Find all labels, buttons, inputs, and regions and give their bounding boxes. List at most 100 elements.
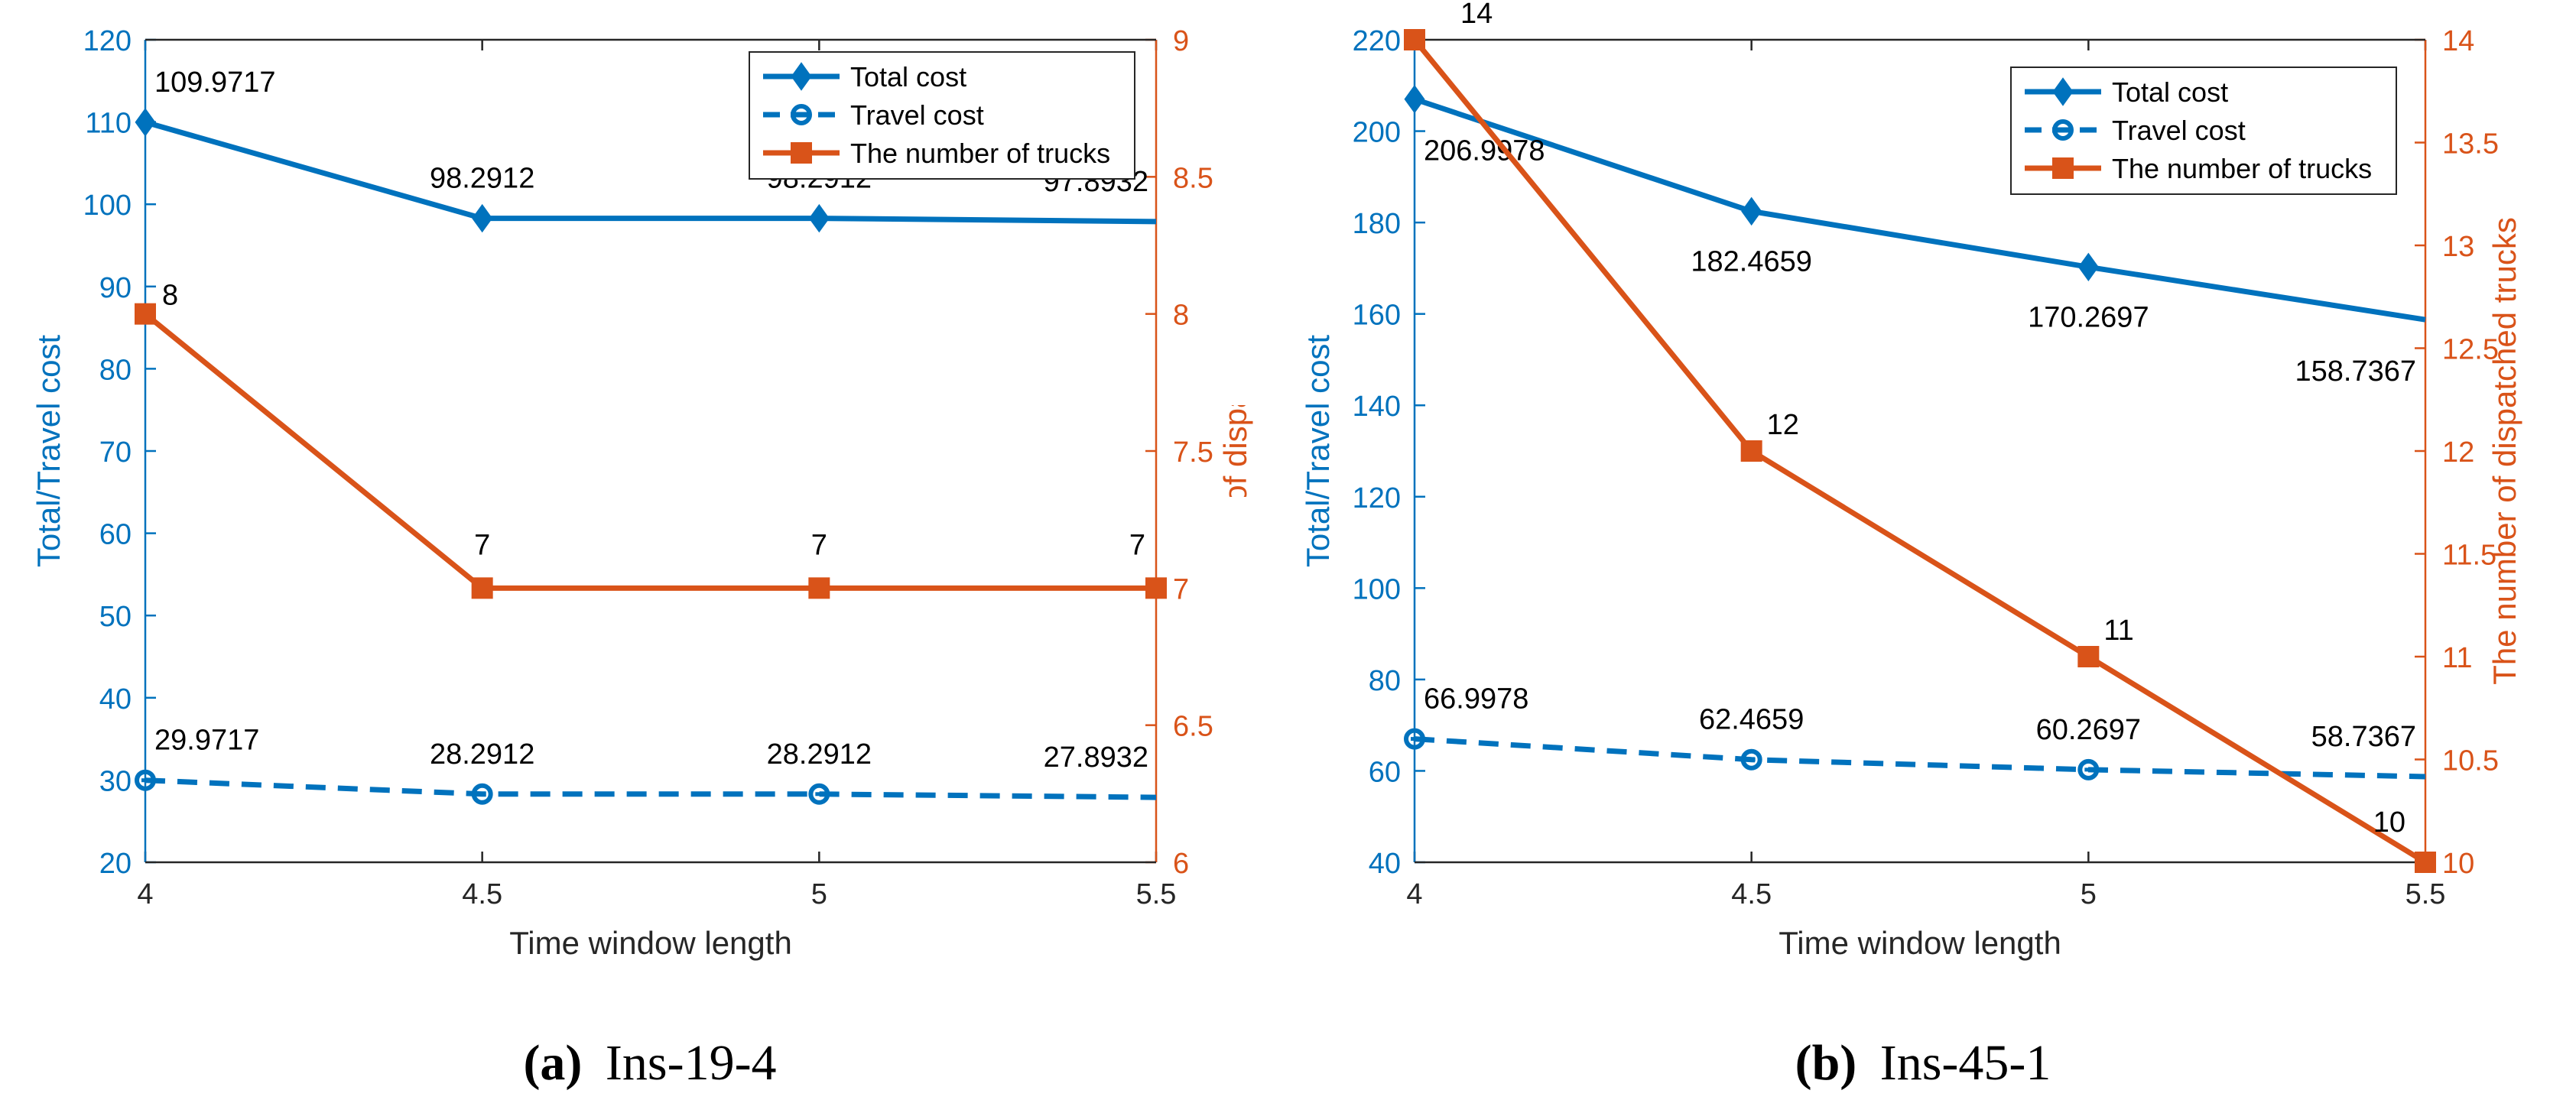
panel-a-data-label-2-0: 8 [162, 280, 178, 312]
panel-a-ytick-left-label: 20 [99, 848, 132, 880]
panel-a-data-label-1-2: 28.2912 [767, 738, 872, 771]
panel-a-point-0-2 [808, 203, 830, 233]
panel-b-legend-marker-0 [2052, 77, 2074, 106]
panel-a-series-square [135, 303, 1167, 599]
panel-b-ytick-left-label: 40 [1369, 848, 1401, 880]
panel-a-series-line-1 [145, 777, 1157, 800]
panel-a-xlabel: Time window length [509, 925, 792, 961]
panel-b-data-label-2-3: 10 [2373, 806, 2405, 839]
panel-a-xtick-label: 5.5 [1136, 878, 1177, 910]
panel-b-legend-label-0: Total cost [2112, 76, 2228, 108]
caption-b-letter: (b) [1795, 1035, 1857, 1091]
panel-b-ytick-right-label: 12.5 [2442, 334, 2499, 366]
panel-b-xtick-label: 4 [1406, 878, 1422, 910]
panel-b-point-1-1-ring [1740, 748, 1762, 771]
panel-b-series-line-1 [1414, 736, 2426, 780]
caption-a-text: Ins-19-4 [606, 1035, 777, 1091]
panel-a-ytick-left-label: 70 [99, 436, 132, 469]
panel-a-data-label-2-2: 7 [811, 529, 827, 561]
panel-a-ytick-left-label: 40 [99, 683, 132, 716]
panel-b-legend-marker-1-ring [2052, 119, 2074, 141]
panel-b-data-label-2-0: 14 [1460, 0, 1493, 30]
panel-b-ytick-right-label: 12 [2442, 436, 2474, 469]
panel-a-point-2-1 [471, 577, 493, 599]
chart-panel-a: 4 4.5 5 5.5 Time window length 20 30 40 50 60 70 80… [31, 25, 1253, 961]
panel-b-point-2-0 [1404, 29, 1425, 50]
panel-b-data-label-1-2: 60.2697 [2036, 714, 2141, 746]
panel-b-ytick-right-label: 14 [2442, 25, 2474, 57]
panel-b-ytick-left-label: 180 [1353, 208, 1401, 240]
panel-b-point-1-0 [1404, 728, 1425, 750]
panel-a-point-2-3 [1145, 577, 1167, 599]
panel-b-point-1-2-ring [2077, 758, 2100, 780]
panel-b-ytick-right-label: 13.5 [2442, 128, 2499, 161]
panel-b-data-label-0-0: 206.9978 [1424, 135, 1545, 167]
panel-b-ylabel-left: Total/Travel cost [1300, 335, 1336, 568]
panel-b-legend: Total cost Travel cost The number of truck… [2010, 67, 2397, 195]
panel-b-legend-marker-2 [2052, 157, 2074, 179]
panel-b-ytick-left-label: 140 [1353, 391, 1401, 423]
panel-b-legend-box [2010, 67, 2397, 195]
panel-a-series-circle [135, 769, 1157, 805]
panel-a-ytick-left-label: 90 [99, 272, 132, 304]
panel-a-point-1-0-ring [135, 769, 156, 791]
panel-b-ytick-left-label: 60 [1369, 756, 1401, 788]
panel-a-legend-marker-1-ring [791, 104, 812, 125]
panel-a-data-label-1-1: 28.2912 [430, 738, 534, 771]
panel-a-series-line-0 [145, 119, 1157, 225]
panel-a-data-label-1-0: 29.9717 [154, 725, 259, 757]
panel-b-ytick-right-label: 13 [2442, 231, 2474, 263]
panel-b-xlabel: Time window length [1779, 925, 2061, 961]
panel-a-ytick-left-label: 110 [85, 108, 132, 140]
panel-b-point-0-2 [2077, 252, 2099, 281]
panel-b-series-diamond [1404, 85, 2426, 323]
panel-b-ytick-left-label: 80 [1369, 665, 1401, 697]
panel-b-point-1-1 [1740, 748, 1762, 771]
panel-b-ytick-right-label: 10.5 [2442, 745, 2499, 777]
panel-a-ytick-right-label: 7 [1173, 573, 1189, 605]
panel-b-legend-marker-1 [2052, 119, 2074, 141]
panel-a-point-2-0 [135, 303, 156, 325]
panel-a-ytick-right-label: 6 [1173, 848, 1189, 880]
panel-b-point-2-2 [2077, 646, 2100, 667]
panel-a-ytick-left-label: 50 [99, 601, 132, 633]
panel-b-data-label-2-1: 12 [1767, 409, 1799, 441]
panel-a-data-label-0-0: 109.9717 [154, 67, 276, 99]
panel-a-legend-box [749, 51, 1135, 180]
panel-a-legend-label-2: The number of trucks [850, 138, 1110, 169]
panel-a-series-line-2 [143, 311, 1156, 591]
panel-b-point-2-3 [2415, 852, 2436, 873]
panel-a-ytick-left-label: 100 [83, 190, 132, 222]
panel-a-data-label-2-3: 7 [1129, 529, 1145, 561]
panel-b-series-line-2 [1412, 37, 2427, 865]
panel-b-xtick-label: 5 [2081, 878, 2097, 910]
panel-b-data-label-1-3: 58.7367 [2311, 721, 2416, 753]
panel-b-ytick-right-label: 10 [2442, 848, 2474, 880]
chart-panel-b: 4 4.5 5 5.5 Time window length 40 60 80 100 120 14… [1300, 0, 2522, 961]
panel-a-ytick-right-label: 6.5 [1173, 711, 1213, 743]
panel-b-point-1-2 [2077, 758, 2100, 780]
panel-b-point-0-0 [1404, 85, 1425, 114]
panel-a-ylabel-right: The number of dispatched trucks [1217, 217, 1253, 685]
panel-b-data-label-1-0: 66.9978 [1424, 683, 1528, 716]
caption-a-letter: (a) [523, 1035, 582, 1091]
panel-a-ytick-left-label: 60 [99, 519, 132, 551]
panel-a-point-1-2-ring [808, 783, 830, 805]
panel-a-data-label-2-1: 7 [474, 529, 490, 561]
panel-a-point-1-1 [471, 783, 493, 805]
panel-b-ylabel-right: The number of dispatched trucks [2487, 217, 2522, 685]
panel-b-xtick-label: 5.5 [2405, 878, 2446, 910]
panel-b-ytick-left-label: 160 [1353, 300, 1401, 332]
panel-a-point-0-1 [472, 203, 493, 233]
caption-b: (b) Ins-45-1 [1795, 1035, 2051, 1091]
panel-b-point-0-1 [1741, 196, 1762, 226]
panel-a-ytick-right-label: 8 [1173, 300, 1189, 332]
panel-b-series-line-0 [1413, 96, 2426, 323]
panel-a-legend-label-0: Total cost [850, 61, 966, 92]
panel-b-series-circle [1404, 728, 2426, 780]
panel-b-ytick-left-label: 220 [1353, 25, 1401, 57]
panel-b-series-square [1404, 29, 2436, 873]
panel-b-ytick-right-label: 11 [2442, 642, 2472, 674]
panel-b-ytick-left-label: 200 [1353, 117, 1401, 149]
panel-a-data-label-0-1: 98.2912 [430, 163, 534, 195]
